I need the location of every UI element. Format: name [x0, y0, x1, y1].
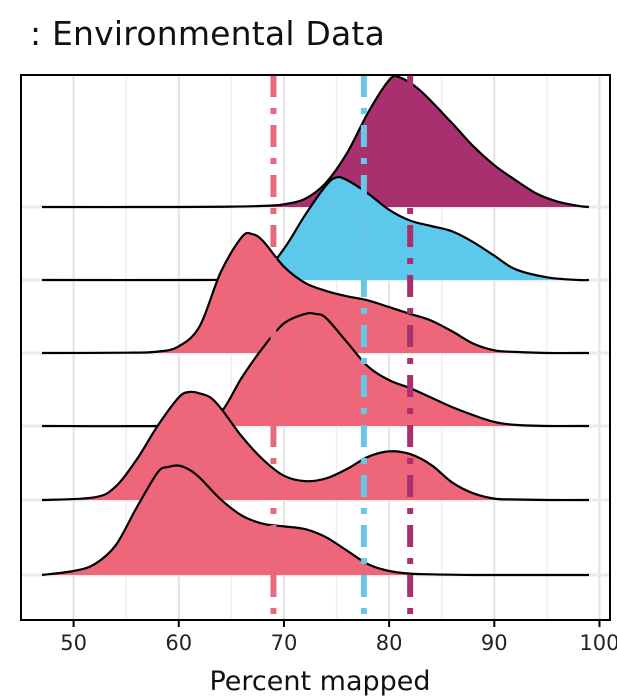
x-tick-label: 60 — [165, 631, 192, 655]
ridge-2-area — [42, 177, 589, 281]
ridge-1-outline — [41, 74, 590, 209]
x-axis-label: Percent mapped — [209, 666, 430, 697]
ridges-layer — [41, 74, 590, 577]
ridge-3-area — [42, 232, 589, 354]
x-tick-label: 50 — [60, 631, 87, 655]
x-ticks-layer: 50 60 70 80 90 100 — [60, 620, 617, 655]
x-tick-label: 70 — [271, 631, 298, 655]
ridge-4-area — [42, 313, 589, 427]
x-tick-label: 100 — [579, 631, 617, 655]
chart-title: : Environmental Data — [30, 14, 385, 53]
ridge-1-area — [42, 75, 589, 208]
x-tick-label: 80 — [376, 631, 403, 655]
ridge-3-outline — [41, 231, 590, 355]
plot-frame — [20, 74, 611, 621]
ridge-6-area — [42, 465, 589, 575]
reference-lines-layer — [270, 75, 414, 620]
x-tick-label: 90 — [481, 631, 508, 655]
ridge-5-outline — [41, 390, 590, 502]
